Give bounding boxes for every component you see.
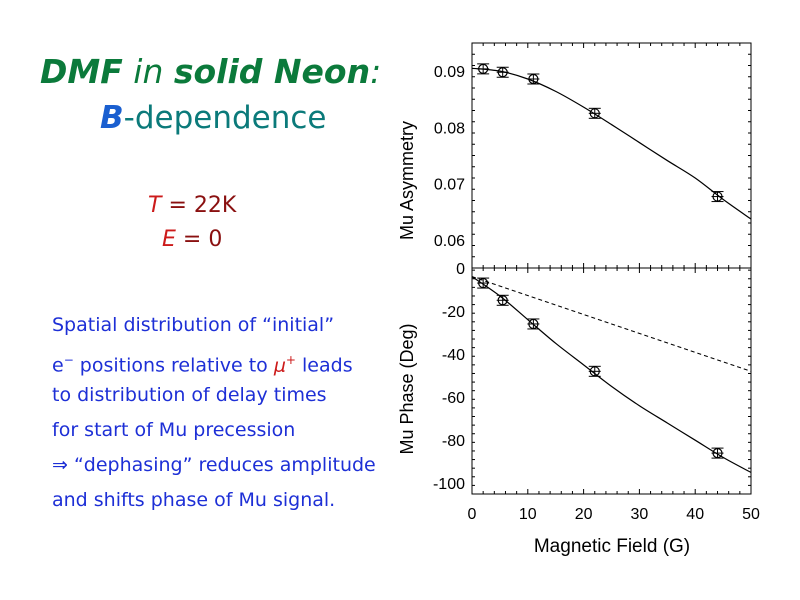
title-in: in	[122, 52, 174, 91]
x-tick-label: 40	[686, 506, 704, 523]
temp-symbol: T	[148, 193, 162, 218]
desc-line-4: for start of Mu precession	[52, 419, 296, 441]
desc-line-2: e− positions relative to μ+ leads	[52, 343, 397, 378]
x-tick-label: 20	[575, 506, 593, 523]
y-tick-label: 0.09	[434, 64, 465, 81]
description-text: Spatial distribution of “initial” e− pos…	[52, 308, 397, 518]
y-tick-label: 0.07	[434, 177, 465, 194]
data-point	[477, 63, 490, 75]
fit-curve	[472, 276, 751, 474]
y-tick-label: -60	[442, 390, 465, 407]
subtitle-text: -dependence	[123, 100, 327, 136]
data-point	[588, 365, 601, 377]
data-point	[496, 294, 509, 306]
data-marker	[712, 448, 723, 459]
title-dmf: DMF	[40, 52, 123, 91]
subtitle-symbol: B	[100, 100, 124, 136]
data-point	[527, 73, 540, 85]
fit-curve	[472, 67, 751, 220]
desc-line-6: and shifts phase of Mu signal.	[52, 489, 336, 511]
desc-leads: leads	[295, 354, 353, 377]
data-marker	[589, 366, 600, 377]
y-tick-label: 0	[456, 261, 465, 278]
data-point	[711, 447, 724, 459]
y-axis-label: Mu Asymmetry	[397, 121, 417, 240]
y-axis-label: Mu Phase (Deg)	[397, 323, 417, 454]
plot-frame	[471, 42, 752, 269]
data-point	[588, 107, 601, 119]
x-tick-label: 0	[468, 506, 477, 523]
data-point	[527, 318, 540, 330]
data-point	[477, 277, 490, 289]
y-tick-label: 0.08	[434, 120, 465, 137]
data-marker	[478, 63, 489, 74]
desc-muon: μ	[273, 354, 286, 377]
x-tick-label: 30	[631, 506, 649, 523]
data-marker	[528, 318, 539, 330]
y-tick-label: -100	[433, 476, 465, 493]
desc-line-1: Spatial distribution of “initial”	[52, 314, 335, 336]
data-marker	[712, 191, 723, 202]
slide-subtitle: B-dependence	[100, 100, 400, 136]
desc-line-3: to distribution of delay times	[52, 384, 327, 406]
x-axis-label: Magnetic Field (G)	[534, 536, 690, 557]
y-tick-label: 0.06	[434, 233, 465, 250]
slide-title: DMF in solid Neon:	[40, 52, 390, 91]
linear-reference-line	[472, 276, 751, 372]
data-marker	[528, 73, 539, 85]
y-tick-label: -40	[442, 347, 465, 364]
plot-frame	[471, 267, 752, 495]
title-solid-neon: solid Neon	[173, 52, 371, 91]
y-tick-label: -80	[442, 433, 465, 450]
data-point	[711, 191, 724, 203]
data-marker	[589, 108, 600, 119]
desc-muon-charge: +	[285, 353, 296, 367]
desc-positions: positions relative to	[73, 354, 274, 377]
desc-electron: e	[52, 354, 64, 377]
y-tick-label: -20	[442, 304, 465, 321]
x-tick-label: 50	[742, 506, 760, 523]
field-value: = 0	[175, 227, 223, 252]
temp-value: = 22K	[161, 193, 237, 218]
data-marker	[497, 295, 508, 306]
temperature-condition: T = 22K	[148, 193, 236, 218]
x-tick-label: 10	[519, 506, 537, 523]
field-condition: E = 0	[162, 227, 222, 252]
asymmetry-panel: 0.06 0.07 0.08 0.09 Mu Asymmetry	[397, 42, 752, 269]
data-marker	[497, 67, 508, 78]
field-symbol: E	[162, 227, 176, 252]
title-colon: :	[370, 52, 382, 91]
data-marker	[478, 277, 489, 289]
data-point	[496, 66, 509, 78]
desc-line-5: ⇒ “dephasing” reduces amplitude	[52, 454, 376, 476]
desc-electron-charge: −	[63, 353, 74, 367]
